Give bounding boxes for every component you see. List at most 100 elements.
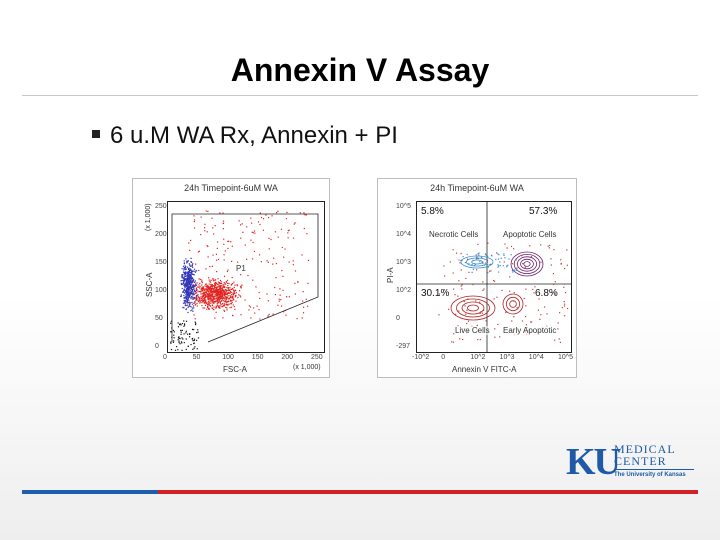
event-dot-sparse (207, 301, 209, 303)
event-dot-red (209, 294, 211, 296)
event-dot-sparse (239, 295, 241, 297)
event-dot-blue (190, 298, 192, 300)
event-dot-red (230, 296, 232, 298)
contour-outlier-dot (478, 252, 480, 254)
event-dot-red (210, 285, 213, 287)
event-dot-blue (186, 294, 188, 296)
event-dot-blue (183, 294, 185, 297)
event-dot-red (199, 282, 201, 284)
event-dot-red (219, 306, 221, 309)
event-dot-red (203, 288, 205, 290)
event-dot-red (213, 298, 215, 300)
event-dot-sparse (251, 258, 254, 260)
event-dot-red (217, 305, 219, 307)
event-dot-red (207, 298, 209, 301)
event-dot-blue (192, 278, 195, 281)
event-dot-red (213, 301, 215, 304)
event-dot-blue (181, 274, 183, 276)
event-dot-blue (180, 280, 182, 282)
contour-early-apoptotic (502, 293, 524, 315)
event-dot-red (223, 300, 226, 302)
event-dot-sparse (274, 294, 277, 296)
event-dot-blue (187, 285, 189, 288)
event-dot-sparse (259, 297, 261, 300)
bullet-text: 6 u.M WA Rx, Annexin + PI (110, 122, 398, 149)
event-dot-red (203, 298, 206, 300)
contour-outlier-dot (554, 339, 556, 341)
right-plot-title: 24h Timepoint-6uM WA (430, 183, 524, 193)
left-scatter-svg (170, 210, 319, 351)
event-dot-blue (184, 275, 187, 278)
right-y-tick-label: 10^3 (396, 259, 411, 266)
event-dot-blue (181, 276, 183, 278)
contour-outlier-dot (486, 261, 489, 263)
event-dot-sparse (292, 260, 294, 262)
contour-outlier-dot (534, 286, 536, 288)
event-dot-red (209, 289, 212, 291)
event-dot-sparse (213, 233, 215, 235)
contour-outlier-dot (524, 266, 526, 268)
event-dot-debris (179, 338, 181, 340)
event-dot-debris (178, 337, 180, 339)
event-dot-sparse (241, 284, 243, 286)
event-dot-blue (185, 278, 187, 280)
event-dot-sparse (272, 263, 274, 265)
contour-outlier-dot (491, 255, 493, 257)
event-dot-red (225, 281, 227, 283)
event-dot-sparse (200, 216, 202, 218)
event-dot-sparse (205, 301, 207, 303)
event-dot-sparse (286, 296, 288, 298)
right-y-tick-label: 10^5 (396, 203, 411, 210)
event-dot-debris (188, 336, 191, 338)
event-dot-sparse (303, 212, 305, 214)
event-dot-blue (184, 268, 187, 271)
event-dot-red (217, 305, 219, 307)
contour-outlier-dot (476, 256, 478, 258)
contour-outlier-dot (457, 325, 459, 327)
contour-outlier-dot (472, 268, 474, 270)
contour-outlier-dot (537, 309, 539, 311)
event-dot-red (207, 306, 209, 309)
event-dot-red (218, 290, 220, 292)
event-dot-sparse (284, 248, 286, 250)
right-y-tick-label: 10^2 (396, 287, 411, 294)
event-dot-debris (177, 326, 180, 328)
contour-outlier-dot (557, 322, 559, 324)
event-dot-sparse (209, 266, 211, 268)
event-dot-red (205, 292, 207, 294)
event-dot-sparse (204, 223, 206, 225)
event-dot-red (234, 308, 236, 310)
contour-outlier-dot (468, 263, 470, 265)
event-dot-blue (185, 265, 187, 268)
event-dot-sparse (274, 286, 276, 289)
event-dot-red (225, 293, 227, 296)
event-dot-red (205, 283, 208, 285)
contour-outlier-dot (477, 339, 479, 341)
event-dot-blue (183, 266, 186, 269)
event-dot-blue (189, 294, 191, 296)
event-dot-red (210, 289, 212, 291)
event-dot-debris (170, 331, 172, 333)
contour-outlier-dot (511, 320, 513, 322)
event-dot-sparse (268, 248, 270, 250)
event-dot-sparse (299, 212, 301, 214)
event-dot-sparse (255, 286, 257, 288)
event-dot-sparse (247, 274, 249, 277)
event-dot-blue (195, 298, 198, 301)
event-dot-blue (184, 265, 186, 267)
event-dot-red (202, 286, 204, 288)
event-dot-red (212, 299, 214, 301)
left-x-tick-label: 200 (281, 354, 294, 361)
event-dot-blue (185, 295, 187, 298)
event-dot-blue (183, 260, 185, 262)
left-y-tick-label: 0 (155, 343, 159, 350)
event-dot-red (217, 300, 219, 302)
event-dot-red (200, 298, 203, 300)
event-dot-sparse (237, 261, 239, 263)
event-dot-red (208, 298, 210, 300)
event-dot-blue (193, 285, 195, 287)
contour-outlier-dot (455, 252, 458, 254)
contour-outlier-dot (498, 254, 500, 256)
event-dot-blue (192, 273, 194, 276)
contour-outlier-dot (482, 262, 484, 264)
